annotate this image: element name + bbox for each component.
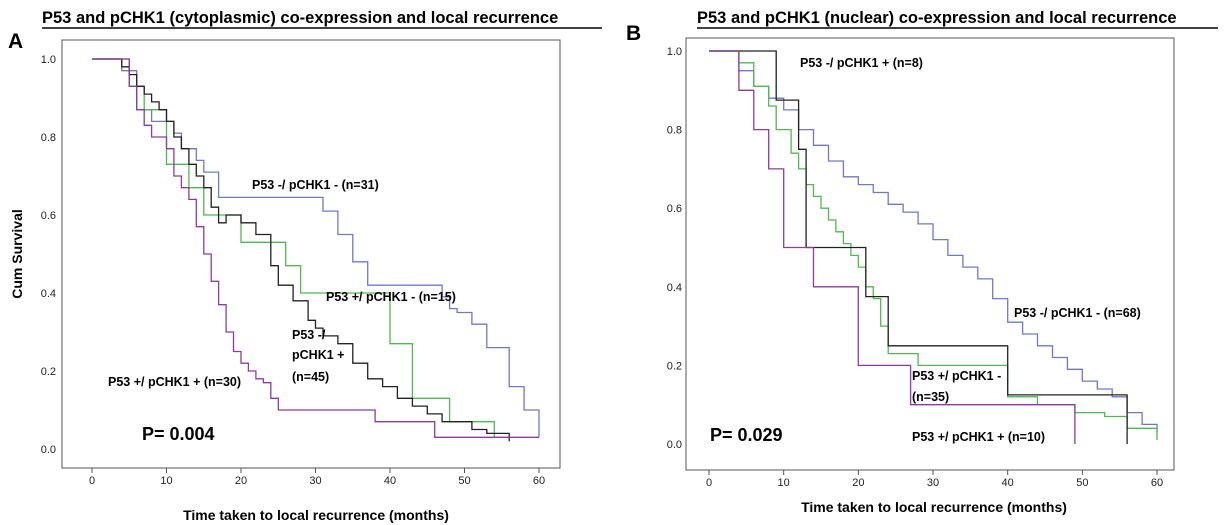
panel-a-label-neg-pos-line1: P53 -/ (292, 328, 326, 342)
panel-b-plot-frame (685, 37, 1175, 471)
panel-a-x-tick-label: 20 (235, 475, 247, 487)
panel-b-x-tick-label: 10 (778, 477, 790, 489)
panel-b-y-tick-label: 0.0 (667, 439, 682, 451)
panel-a-x-axis-title: Time taken to local recurrence (months) (183, 507, 449, 523)
panel-a-x-tick-label: 0 (89, 475, 95, 487)
panel-b-km-curve-1 (709, 50, 1158, 441)
panel-a-y-tick-label: 0.6 (41, 210, 56, 222)
panel-b-label-neg-neg: P53 -/ pCHK1 - (n=68) (1014, 306, 1141, 320)
panel-a-plot-frame (61, 39, 561, 469)
panel-a-label-neg-pos-line2: pCHK1 + (292, 348, 344, 362)
panel-a-x-tick-label: 30 (309, 475, 321, 487)
panel-b-y-tick-label: 0.8 (667, 125, 682, 137)
panel-b-x-ticks: 0 10 20 30 40 50 60 (706, 470, 1163, 489)
panel-a-y-tick-label: 0.2 (41, 366, 56, 378)
panel-b-x-tick-label: 60 (1151, 477, 1163, 489)
panel-b-label-pos-neg-line2: (n=35) (912, 390, 949, 404)
panel-a-y-tick-label: 1.0 (41, 54, 56, 66)
panel-a-y-tick-label: 0.4 (41, 288, 56, 300)
panel-b-x-tick-label: 20 (852, 477, 864, 489)
panel-a-x-tick-label: 50 (458, 475, 470, 487)
panel-a-y-tick-label: 0.8 (41, 132, 56, 144)
panel-b-label-pos-pos: P53 +/ pCHK1 + (n=10) (912, 430, 1045, 444)
panel-b-y-tick-label: 0.2 (667, 360, 682, 372)
panel-b-y-tick-label: 0.4 (667, 282, 682, 294)
panel-b-km-curve-2 (709, 50, 1128, 444)
panel-b-x-tick-label: 50 (1076, 477, 1088, 489)
panel-b-y-ticks: 0.0 0.2 0.4 0.6 0.8 1.0 (667, 46, 682, 451)
panel-a-label-pos-pos: P53 +/ pCHK1 + (n=30) (108, 375, 241, 389)
panel-a-label-neg-pos-line3: (n=45) (292, 370, 329, 384)
panel-a-y-tick-label: 0.0 (41, 444, 56, 456)
panel-b-x-tick-label: 40 (1002, 477, 1014, 489)
panel-b-series-group (709, 50, 1158, 444)
panel-a: A P53 and pCHK1 (cytoplasmic) co-express… (8, 9, 602, 523)
panel-a-x-tick-label: 40 (384, 475, 396, 487)
panel-a-letter: A (8, 30, 23, 53)
panel-b-km-curve-3 (709, 50, 1076, 444)
panel-a-x-tick-label: 60 (533, 475, 545, 487)
panel-b-p-value: P= 0.029 (710, 425, 783, 445)
panel-a-label-pos-neg: P53 +/ pCHK1 - (n=15) (326, 290, 456, 304)
panel-a-title: P53 and pCHK1 (cytoplasmic) co-expressio… (42, 9, 558, 27)
panel-b-letter: B (626, 22, 641, 45)
panel-a-km-curve-2 (92, 58, 510, 442)
panel-b-x-tick-label: 0 (706, 477, 712, 489)
panel-a-label-neg-neg: P53 -/ pCHK1 - (n=31) (252, 178, 379, 192)
panel-b-y-tick-label: 1.0 (667, 46, 682, 58)
panel-a-x-ticks: 0 10 20 30 40 50 60 (89, 468, 545, 487)
panel-b: B P53 and pCHK1 (nuclear) co-expression … (626, 9, 1218, 515)
panel-b-x-axis-title: Time taken to local recurrence (months) (801, 499, 1067, 515)
panel-b-title: P53 and pCHK1 (nuclear) co-expression an… (697, 9, 1177, 27)
panel-a-y-ticks: 0.0 0.2 0.4 0.6 0.8 1.0 (41, 54, 56, 456)
panel-b-y-tick-label: 0.6 (667, 203, 682, 215)
panel-b-x-tick-label: 30 (927, 477, 939, 489)
panel-a-km-curve-3 (92, 58, 539, 438)
panel-a-p-value: P= 0.004 (142, 424, 215, 444)
panel-b-label-neg-pos: P53 -/ pCHK1 + (n=8) (800, 56, 923, 70)
panel-a-y-axis-title: Cum Survival (9, 209, 25, 298)
panel-a-x-tick-label: 10 (160, 475, 172, 487)
panel-b-label-pos-neg-line1: P53 +/ pCHK1 - (912, 369, 1001, 383)
panel-a-series-group (92, 58, 540, 442)
